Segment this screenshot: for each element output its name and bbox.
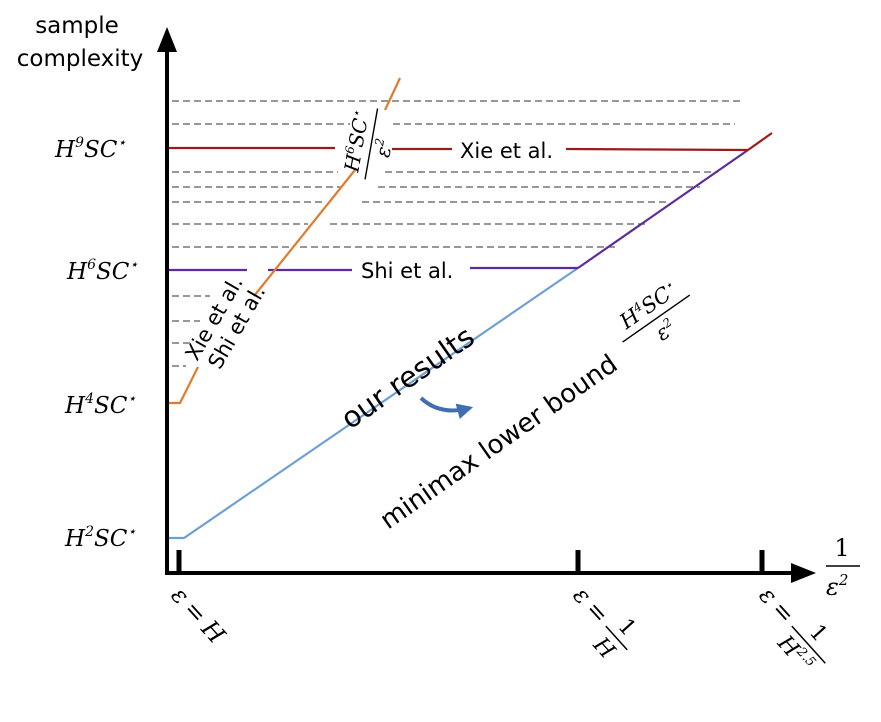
svg-text:our results: our results (335, 319, 481, 435)
series-lower-bound-line (169, 267, 579, 540)
label-orange-fraction: H6SC⋆ ε2 (339, 108, 397, 180)
label-xie-et-al: Xie et al. (460, 139, 553, 163)
svg-text:ε2: ε2 (370, 137, 397, 159)
label-lower-bound-fraction: H4SC⋆ ε2 (615, 277, 691, 346)
x-axis-title: 1 ε2 (826, 534, 860, 601)
series-xie-flat-3 (565, 147, 749, 152)
x-axis-arrowhead (791, 563, 816, 583)
label-xie-shi-stack: Xie et al. Shi et al. (181, 272, 271, 373)
y-tick-label-2: H6SC⋆ (66, 257, 138, 285)
x-axis-title-den: ε2 (826, 571, 848, 601)
series-orange-mid (253, 169, 356, 297)
series-orange-lower (169, 366, 199, 405)
series-shi-slope (577, 149, 749, 269)
y-axis-arrowhead (157, 27, 177, 52)
svg-text:1: 1 (613, 614, 641, 641)
y-tick-label-1: H9SC⋆ (54, 135, 126, 163)
x-axis-title-num: 1 (834, 534, 849, 562)
x-tick-label-2: ε= 1 H (568, 581, 641, 664)
x-tick-label-1: ε=H (166, 581, 232, 650)
series-orange-top (384, 77, 401, 111)
svg-text:H6SC⋆: H6SC⋆ (339, 108, 374, 174)
svg-text:ε=H: ε=H (166, 581, 232, 650)
our-results-arrow (419, 396, 474, 420)
svg-text:ε=: ε= (568, 581, 615, 629)
label-our-results: our results (335, 319, 481, 435)
y-axis-title-line2: complexity (17, 46, 144, 72)
y-axis-title-line1: sample (35, 13, 119, 39)
dashed-guides (172, 100, 740, 367)
y-tick-label-4: H2SC⋆ (64, 524, 136, 552)
y-tick-label-3: H4SC⋆ (64, 391, 136, 419)
series-xie-slope (747, 132, 773, 151)
svg-text:ε=: ε= (754, 581, 801, 629)
svg-text:1: 1 (804, 620, 832, 647)
label-shi-et-al: Shi et al. (361, 259, 453, 283)
